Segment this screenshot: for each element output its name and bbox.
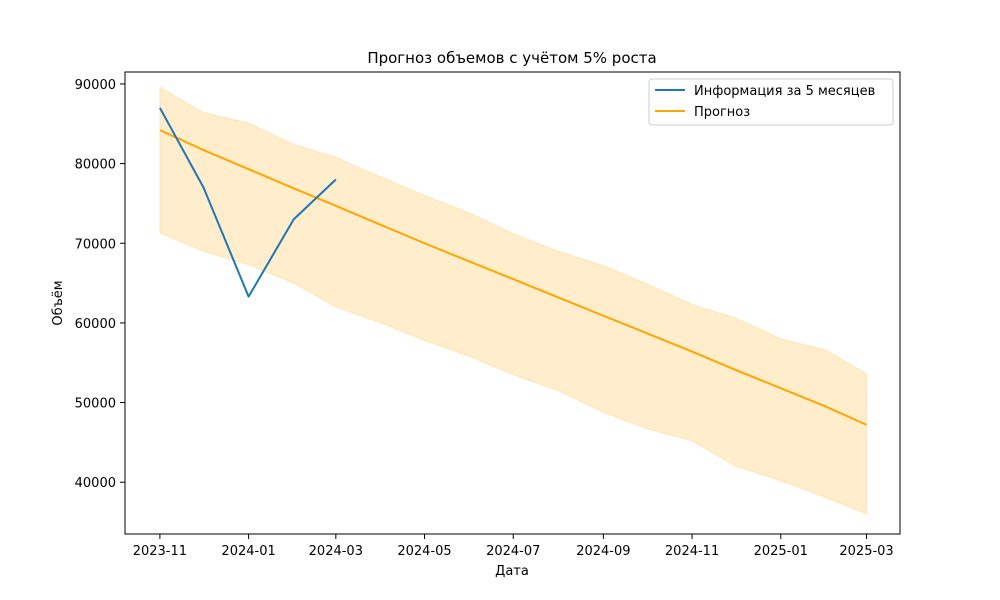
plot-area-frame — [124, 71, 901, 535]
forecast-series-line — [159, 129, 867, 426]
x-tick-label: 2024-11 — [665, 544, 719, 559]
y-tick-label: 50000 — [75, 397, 116, 412]
y-tick-label: 80000 — [75, 158, 116, 173]
x-tick-label: 2025-03 — [839, 544, 893, 559]
forecast-confidence-band — [159, 86, 868, 515]
legend-label-history: Информация за 5 месяцев — [694, 84, 875, 99]
x-tick-label: 2024-03 — [309, 544, 363, 559]
x-tick-label: 2024-09 — [576, 544, 630, 559]
legend-frame — [648, 78, 894, 126]
y-tick-label: 90000 — [75, 78, 116, 93]
x-tick-label: 2023-11 — [133, 544, 187, 559]
x-tick-label: 2025-01 — [754, 544, 808, 559]
y-axis-label: Объём — [51, 280, 66, 325]
x-tick-label: 2024-07 — [486, 544, 540, 559]
x-axis-ticks: 2023-11 2024-01 2024-03 2024-05 2024-07 2024-… — [133, 534, 894, 559]
y-tick-label: 40000 — [75, 476, 116, 491]
series-lines-layer — [159, 107, 867, 426]
legend-label-forecast: Прогноз — [694, 105, 750, 120]
legend: Информация за 5 месяцев Прогноз — [648, 78, 894, 126]
x-tick-label: 2024-05 — [397, 544, 451, 559]
chart-title: Прогноз объемов с учётом 5% роста — [367, 49, 656, 67]
y-axis-ticks: 40000 50000 60000 70000 80000 90000 — [75, 78, 125, 491]
y-tick-label: 70000 — [75, 237, 116, 252]
x-axis-label: Дата — [495, 564, 529, 579]
x-tick-label: 2024-01 — [221, 544, 275, 559]
forecast-confidence-band-layer — [159, 86, 868, 515]
y-tick-label: 60000 — [75, 317, 116, 332]
history-series-line — [159, 107, 337, 298]
